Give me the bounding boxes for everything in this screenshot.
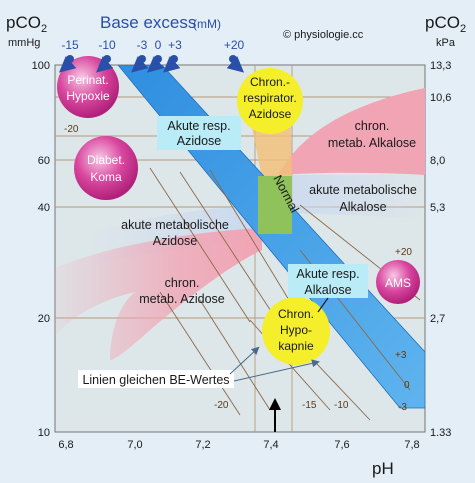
label-box-acute-resp-acidosis <box>157 116 241 150</box>
label-acute-resp-alkalosis-2: Alkalose <box>304 283 351 297</box>
left-tick-40: 40 <box>38 202 50 214</box>
be-caption-pointer-2 <box>233 359 320 382</box>
be-top-minus15: -15 <box>61 38 79 52</box>
label-box-acute-resp-alkalosis <box>288 264 368 298</box>
x-tick-7-4: 7,4 <box>263 439 278 451</box>
bubble-ams <box>376 260 420 304</box>
be-label-0: 0 <box>404 380 410 391</box>
bubble-chron-resp-acidosis-3: Azidose <box>249 107 292 121</box>
left-axis-unit: mmHg <box>8 37 40 49</box>
right-tick-8-0: 8,0 <box>430 155 445 167</box>
bubble-perinat-label-2: Hypoxie <box>66 89 110 103</box>
label-chron-metab-acidosis-2: metab. Azidose <box>139 292 225 306</box>
label-acute-metab-acidosis-2: Azidose <box>153 234 198 248</box>
left-tick-20: 20 <box>38 313 50 325</box>
be-top-plus3: +3 <box>168 38 182 52</box>
be-top-plus20: +20 <box>224 38 245 52</box>
bubble-hypokapnie-3: kapnie <box>278 339 314 353</box>
base-excess-title: Base excess <box>100 13 196 32</box>
label-acute-resp-acidosis-2: Azidose <box>177 134 222 148</box>
be-caption-pointer-1 <box>229 346 260 375</box>
alkalosis-pointer <box>317 297 329 313</box>
be-label-minus20-top: -20 <box>64 124 79 135</box>
label-acute-metab-alkalosis-2: Alkalose <box>339 200 386 214</box>
copyright: © physiologie.cc <box>283 29 364 41</box>
x-tick-7-6: 7,6 <box>334 439 349 451</box>
right-tick-10-6: 10,6 <box>430 92 451 104</box>
bubble-hypokapnie-1: Chron. <box>278 307 314 321</box>
be-label-minus20-bottom: -20 <box>214 400 229 411</box>
region-normal <box>258 176 292 234</box>
bubble-hypokapnie-2: Hypo- <box>280 323 312 337</box>
left-tick-10: 10 <box>38 427 50 439</box>
bubble-diabet-label-1: Diabet. <box>87 153 125 167</box>
be-top-minus10: -10 <box>98 38 116 52</box>
x-tick-7-2: 7,2 <box>195 439 210 451</box>
be-label-plus3: +3 <box>395 350 407 361</box>
resp-band <box>117 65 425 409</box>
be-top-minus3: -3 <box>137 38 148 52</box>
right-axis-unit: kPa <box>436 37 456 49</box>
label-acute-metab-alkalosis-1: akute metabolische <box>309 183 417 197</box>
left-tick-60: 60 <box>38 155 50 167</box>
be-caption: Linien gleichen BE-Wertes <box>82 373 229 387</box>
label-acute-metab-acidosis-1: akute metabolische <box>121 218 229 232</box>
label-chron-metab-acidosis-1: chron. <box>165 276 200 290</box>
be-label-minus15: -15 <box>302 400 317 411</box>
label-chron-metab-alkalosis-2: metab. Alkalose <box>328 136 416 150</box>
x-tick-7-8: 7,8 <box>404 439 419 451</box>
x-axis-title: pH <box>372 459 394 478</box>
be-label-minus3: -3 <box>398 402 407 413</box>
right-tick-13-3: 13,3 <box>430 60 451 72</box>
be-lines <box>149 167 421 421</box>
be-top-markers <box>58 55 245 73</box>
x-tick-6-8: 6,8 <box>58 439 73 451</box>
bubble-chron-resp-acidosis <box>237 68 303 134</box>
bubble-perinat-label-1: Perinat. <box>67 73 108 87</box>
bubble-ams-label: AMS <box>385 276 411 290</box>
label-acute-resp-acidosis-1: Akute resp. <box>167 119 230 133</box>
be-label-minus10: -10 <box>334 400 349 411</box>
label-acute-resp-alkalosis-1: Akute resp. <box>296 267 359 281</box>
left-axis-title: pCO2 <box>6 13 47 35</box>
right-tick-1-33: 1.33 <box>430 427 451 439</box>
be-caption-box <box>78 370 234 388</box>
right-tick-5-3: 5,3 <box>430 202 445 214</box>
bubble-diabet-label-2: Koma <box>90 170 122 184</box>
right-tick-2-7: 2,7 <box>430 313 445 325</box>
be-top-0: 0 <box>155 38 162 52</box>
bubble-chron-resp-acidosis-1: Chron.- <box>250 75 290 89</box>
x-tick-7-0: 7,0 <box>127 439 142 451</box>
right-axis-title: pCO2 <box>425 13 466 35</box>
label-chron-metab-alkalosis-1: chron. <box>355 119 390 133</box>
be-label-plus20: +20 <box>395 247 412 258</box>
left-tick-100: 100 <box>32 60 50 72</box>
bubble-chron-hypokapnie <box>262 297 330 365</box>
bubble-diabet-koma <box>74 136 138 200</box>
bubble-chron-resp-acidosis-2: respirator. <box>243 91 296 105</box>
base-excess-unit: (mM) <box>193 17 221 31</box>
ph-arrow-head <box>269 398 281 410</box>
region-chron-metab-alkalosis <box>278 88 425 175</box>
